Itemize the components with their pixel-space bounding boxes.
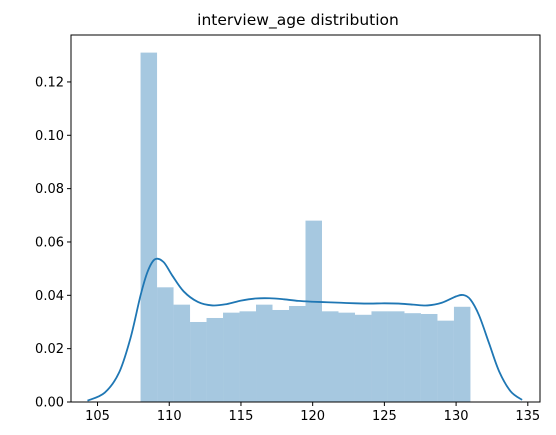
x-tick-label: 115 — [229, 409, 254, 424]
y-tick-label: 0.04 — [35, 289, 64, 304]
histogram-bars — [140, 52, 471, 402]
histogram-bar — [206, 317, 224, 402]
histogram-bar — [239, 311, 257, 402]
y-tick-label: 0.02 — [35, 342, 64, 357]
x-tick-label: 125 — [372, 409, 397, 424]
histogram-bar — [437, 320, 454, 402]
histogram-bar — [173, 304, 191, 402]
x-tick-label: 110 — [157, 409, 182, 424]
plot-area-frame — [70, 34, 541, 403]
x-tick-label: 130 — [444, 409, 469, 424]
histogram-bar — [420, 313, 438, 402]
histogram-bar — [453, 306, 471, 402]
y-tick-label: 0.12 — [35, 75, 64, 90]
kde-curve-layer — [87, 257, 523, 402]
histogram-bar — [190, 321, 207, 402]
histogram-bar — [289, 305, 306, 402]
histogram-bar — [338, 312, 355, 402]
y-axis: 0.00 0.02 0.04 0.06 0.08 0.10 0.12 — [35, 75, 71, 411]
histogram-bar — [223, 312, 240, 402]
histogram-bar — [272, 309, 290, 402]
histogram-bar — [404, 313, 421, 402]
x-axis: 105 110 115 120 125 130 135 — [85, 402, 540, 424]
histogram-bar — [305, 220, 322, 402]
y-tick-label: 0.00 — [35, 396, 64, 411]
histogram-bar — [371, 311, 388, 402]
y-tick-label: 0.08 — [35, 182, 64, 197]
x-tick-label: 105 — [85, 409, 110, 424]
histogram-bar — [387, 311, 405, 402]
kde-line — [87, 257, 523, 402]
histogram-bar — [157, 287, 174, 402]
chart-title: interview_age distribution — [197, 11, 399, 30]
histogram-bar — [256, 304, 273, 402]
x-tick-label: 135 — [515, 409, 540, 424]
histogram-bar — [354, 314, 372, 402]
x-tick-label: 120 — [300, 409, 325, 424]
y-tick-label: 0.10 — [35, 129, 64, 144]
histogram-bar — [140, 52, 158, 402]
y-tick-label: 0.06 — [35, 235, 64, 250]
histogram-bar — [321, 311, 339, 402]
